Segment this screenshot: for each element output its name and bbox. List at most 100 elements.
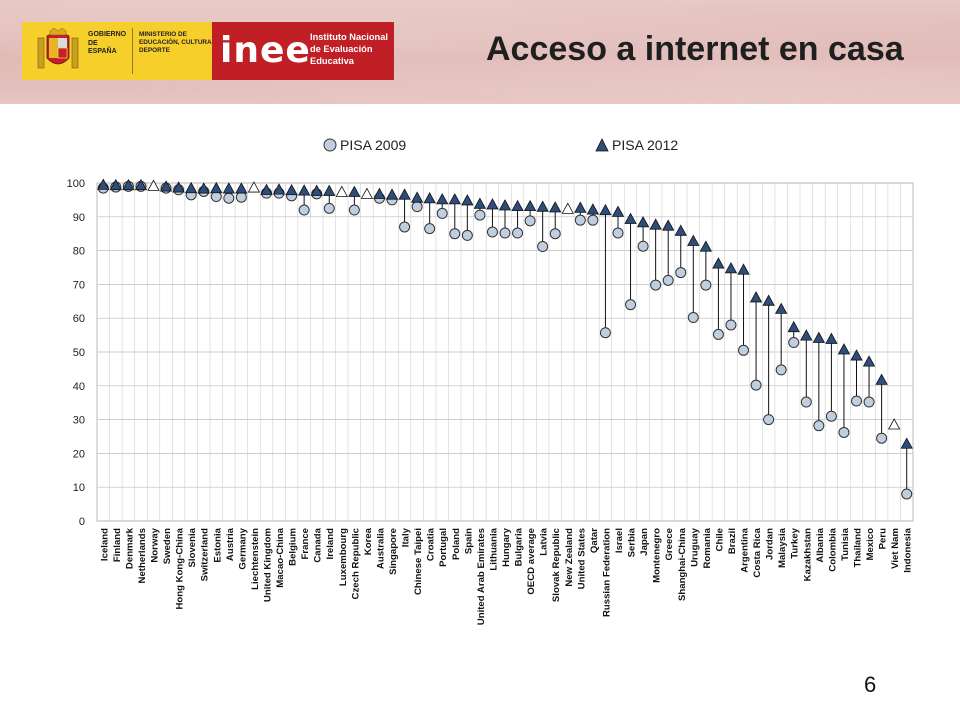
pisa2009-point <box>599 327 611 339</box>
pisa2012-point <box>561 202 574 214</box>
divider <box>132 28 133 74</box>
pisa2012-point <box>310 184 323 196</box>
pisa2012-point <box>712 257 725 269</box>
y-tick-label: 20 <box>73 448 85 460</box>
pisa2009-point <box>712 328 724 340</box>
pisa2009-point <box>675 267 687 279</box>
pisa2012-point <box>423 192 436 204</box>
pisa2009-point <box>612 227 624 239</box>
logo-block: GOBIERNO DE ESPAÑA MINISTERIO DE EDUCACI… <box>22 22 394 80</box>
x-tick-label: Qatar <box>589 528 600 553</box>
pisa2009-point <box>474 209 486 221</box>
pisa2009-point <box>537 241 549 253</box>
pisa2012-point <box>900 437 913 449</box>
pisa2012-point <box>649 218 662 230</box>
pisa2012-point <box>360 187 374 199</box>
y-tick-label: 50 <box>73 347 85 359</box>
x-tick-label: Belgium <box>288 528 299 566</box>
pisa2009-point <box>411 201 423 213</box>
pisa2009-point <box>788 337 800 349</box>
legend-label-2009: PISA 2009 <box>340 137 406 153</box>
pisa2012-point <box>498 199 512 211</box>
x-tick-label: Macao-China <box>275 527 286 587</box>
x-tick-label: Slovak Republic <box>551 527 562 602</box>
pisa2012-point <box>850 349 863 361</box>
pisa2009-point <box>813 420 825 432</box>
pisa2009-point <box>738 344 750 356</box>
x-tick-label: Denmark <box>124 527 135 569</box>
pisa2009-point <box>424 223 436 235</box>
pisa2009-point <box>800 396 812 408</box>
x-tick-label: Finland <box>112 528 123 562</box>
pisa2012-point <box>687 234 700 246</box>
pisa2012-point <box>285 183 298 196</box>
pisa2012-point <box>486 198 499 210</box>
coat-of-arms-icon <box>37 28 79 69</box>
pisa2012-point <box>611 205 625 217</box>
pisa2012-point <box>272 183 286 195</box>
pisa2012-point <box>574 201 587 213</box>
x-tick-label: Malaysia <box>777 527 788 568</box>
pisa2012-point <box>436 193 449 205</box>
pisa2009-point <box>687 312 699 324</box>
pisa2009-point <box>298 204 310 216</box>
pisa2009-point <box>637 240 649 252</box>
pisa2012-point <box>122 178 135 191</box>
pisa2012-point <box>461 194 474 206</box>
pisa2012-point <box>825 332 838 344</box>
pisa2012-point <box>812 331 826 343</box>
x-tick-label: Lithuania <box>488 527 499 570</box>
x-tick-label: Brazil <box>727 528 738 554</box>
chart: PISA 2009 PISA 2012 0 10 20 30 40 50 60 70 80 90 1… <box>67 137 914 625</box>
pisa2012-point <box>800 329 813 341</box>
pisa2012-point <box>297 184 311 196</box>
x-tick-label: Chinese Taipei <box>413 528 424 595</box>
x-axis-labels: Iceland Finland Denmark Netherlands Norway Sw… <box>99 527 913 625</box>
pisa2009-point <box>775 364 787 376</box>
x-tick-label: Montenegro <box>652 528 663 583</box>
legend-label-2012: PISA 2012 <box>612 137 678 153</box>
pisa2012-point <box>448 193 461 205</box>
x-tick-label: Costa Rica <box>752 527 763 577</box>
x-tick-label: Norway <box>149 527 160 562</box>
pisa2012-point <box>737 263 750 275</box>
x-tick-label: Albania <box>815 527 826 562</box>
pisa2012-point <box>887 418 901 430</box>
pisa2012-point <box>222 182 235 194</box>
pisa2012-point <box>410 191 424 203</box>
pisa2009-point <box>625 299 637 311</box>
pisa2012-point <box>599 203 612 216</box>
y-tick-label: 30 <box>73 415 85 427</box>
pisa2012-point <box>97 178 110 190</box>
pisa2012-point <box>197 182 210 194</box>
x-tick-label: Australia <box>375 527 386 569</box>
gobierno-text: GOBIERNO DE ESPAÑA <box>88 31 127 55</box>
x-tick-label: Russian Federation <box>601 528 612 617</box>
x-tick-label: Tunisia <box>840 527 851 561</box>
inee-fullname: Instituto Nacional de Evaluación Educati… <box>310 32 388 66</box>
x-tick-label: Jordan <box>765 528 776 560</box>
pisa2009-point <box>662 274 674 286</box>
pisa2009-point <box>725 319 737 331</box>
x-tick-label: New Zealand <box>564 528 575 587</box>
y-tick-label: 10 <box>73 482 85 494</box>
pisa2009-point <box>449 228 461 240</box>
x-tick-label: United Kingdom <box>262 528 273 602</box>
x-tick-label: Germany <box>237 527 248 569</box>
x-tick-label: Viet Nam <box>890 528 901 569</box>
x-tick-label: Argentina <box>740 527 751 572</box>
pisa2009-point <box>650 279 662 291</box>
y-tick-label: 90 <box>73 212 85 224</box>
y-tick-label: 40 <box>73 381 85 393</box>
pisa2012-point <box>210 181 223 194</box>
pisa2012-point <box>862 355 876 367</box>
x-tick-label: Sweden <box>162 528 173 564</box>
pisa2012-point <box>536 200 549 212</box>
x-tick-label: Colombia <box>827 527 838 571</box>
pisa2012-point <box>586 203 600 215</box>
pisa2012-point <box>348 185 361 197</box>
pisa2012-point <box>837 343 851 355</box>
x-tick-label: OECD average <box>526 528 537 595</box>
pisa2009-point <box>348 204 360 216</box>
pisa2009-point <box>863 396 875 408</box>
